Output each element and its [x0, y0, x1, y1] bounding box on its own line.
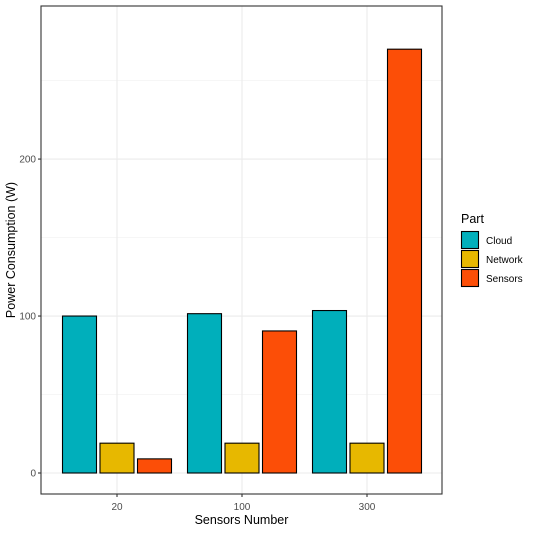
legend-title: Part: [461, 212, 484, 226]
x-axis-title: Sensors Number: [195, 513, 289, 527]
x-tick-label: 100: [234, 502, 251, 513]
bar-network-300: [349, 442, 385, 474]
bar-sensors-300: [386, 48, 423, 474]
legend-key-cloud: [460, 230, 480, 250]
legend-label-cloud: Cloud: [486, 236, 512, 247]
y-axis-title: Power Consumption (W): [4, 182, 18, 318]
bars: [61, 48, 423, 474]
bar-sensors-20: [136, 458, 173, 474]
legend-label-network: Network: [486, 255, 524, 266]
legend-key-sensors: [460, 268, 480, 288]
bar-sensors-100: [261, 330, 298, 474]
legend-label-sensors: Sensors: [486, 274, 523, 285]
legend: Part Cloud Network Sensors: [460, 212, 524, 288]
x-axis: 20 100 300: [111, 494, 376, 513]
bar-network-100: [224, 442, 260, 474]
y-tick-label: 0: [30, 469, 36, 480]
x-tick-label: 20: [111, 502, 123, 513]
bar-network-20: [99, 442, 135, 474]
y-tick-label: 100: [19, 312, 36, 323]
bar-cloud-100: [186, 313, 223, 474]
bar-cloud-20: [61, 315, 98, 474]
bar-cloud-300: [311, 309, 348, 474]
y-tick-label: 200: [19, 155, 36, 166]
y-axis: 0 100 200: [19, 155, 41, 480]
legend-key-network: [460, 249, 480, 269]
x-tick-label: 300: [359, 502, 376, 513]
